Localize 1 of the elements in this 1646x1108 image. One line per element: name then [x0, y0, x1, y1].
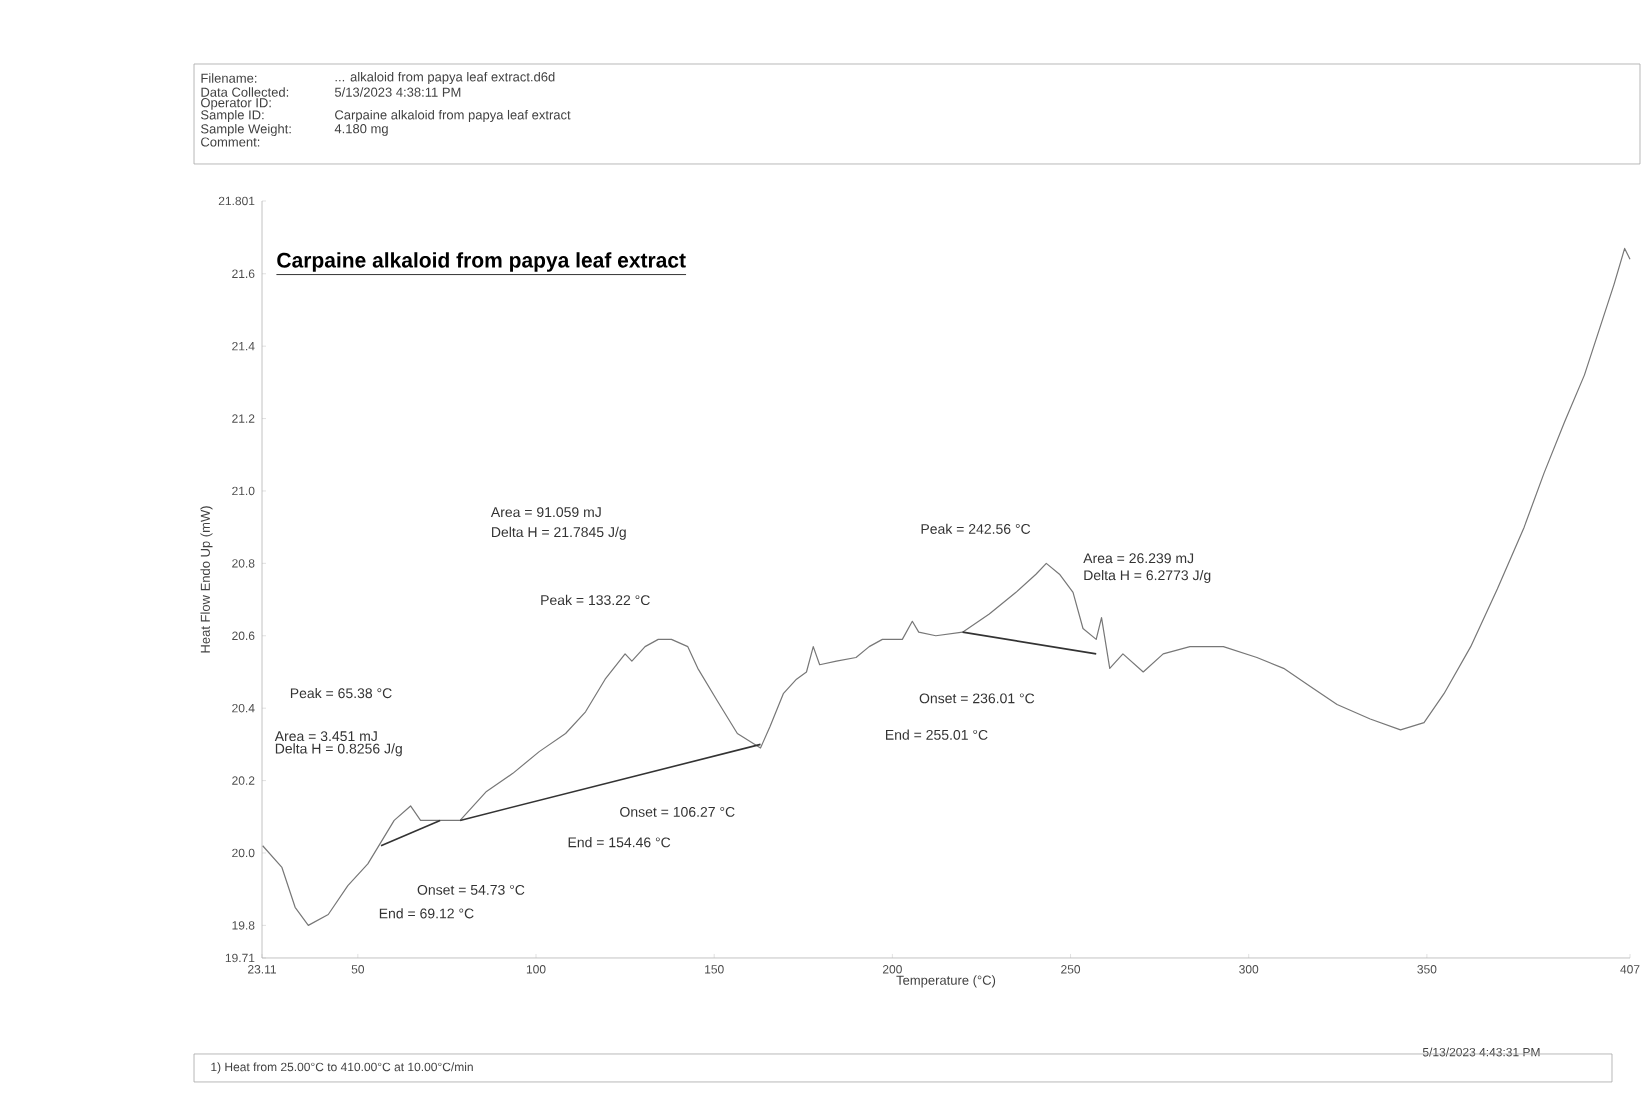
text: Carpaine alkaloid from papya leaf extract [277, 252, 686, 272]
